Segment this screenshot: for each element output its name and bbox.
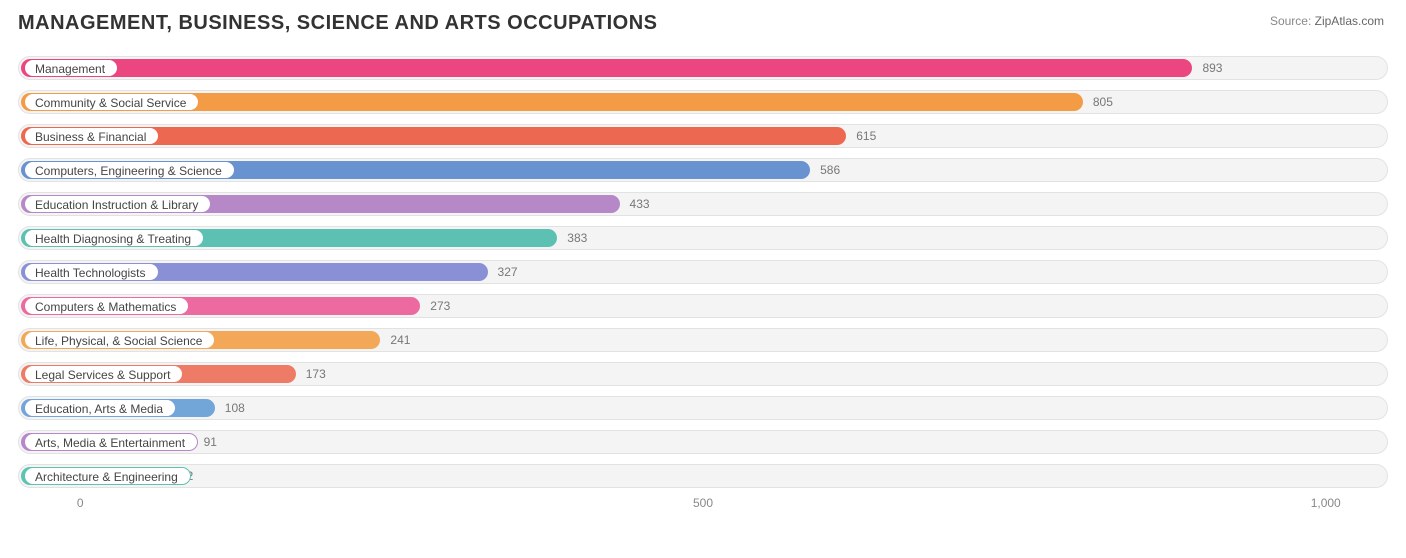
bar-value-label: 383: [567, 231, 587, 245]
bar-category-label: Management: [24, 59, 118, 77]
bar-category-label: Education, Arts & Media: [24, 399, 176, 417]
bar-category-label: Business & Financial: [24, 127, 159, 145]
bar-value-label: 173: [306, 367, 326, 381]
bar-category-label: Arts, Media & Entertainment: [24, 433, 198, 451]
bar-value-label: 805: [1093, 95, 1113, 109]
bar-row: Computers, Engineering & Science 586: [18, 153, 1388, 186]
bar-category-label: Legal Services & Support: [24, 365, 183, 383]
bar-value-label: 433: [630, 197, 650, 211]
bar-row: Health Technologists 327: [18, 255, 1388, 288]
bar-chart: Management 893 Community & Social Service 8…: [18, 51, 1388, 521]
bar-track: [18, 464, 1388, 488]
bar-value-label: 91: [204, 435, 217, 449]
bar-track: [18, 396, 1388, 420]
bar-track: [18, 430, 1388, 454]
x-axis-tick: 1,000: [1311, 496, 1341, 510]
x-axis: 0 500 1,000: [18, 496, 1388, 516]
bar-value-label: 273: [430, 299, 450, 313]
bar-category-label: Health Technologists: [24, 263, 159, 281]
bars-container: Management 893 Community & Social Service 8…: [18, 51, 1388, 492]
x-axis-tick: 500: [693, 496, 713, 510]
chart-title: MANAGEMENT, BUSINESS, SCIENCE AND ARTS O…: [18, 12, 1388, 35]
bar-row: Health Diagnosing & Treating 383: [18, 221, 1388, 254]
bar-category-label: Life, Physical, & Social Science: [24, 331, 215, 349]
bar-row: Architecture & Engineering72: [18, 459, 1388, 492]
bar-category-label: Computers, Engineering & Science: [24, 161, 235, 179]
bar-value-label: 327: [498, 265, 518, 279]
bar-fill: [21, 59, 1192, 77]
x-axis-tick: 0: [77, 496, 84, 510]
bar-value-label: 108: [225, 401, 245, 415]
bar-row: Community & Social Service 805: [18, 85, 1388, 118]
bar-category-label: Architecture & Engineering: [24, 467, 191, 485]
bar-row: Computers & Mathematics 273: [18, 289, 1388, 322]
bar-row: Arts, Media & Entertainment 91: [18, 425, 1388, 458]
bar-category-label: Computers & Mathematics: [24, 297, 189, 315]
bar-value-label: 241: [390, 333, 410, 347]
bar-row: Education, Arts & Media 108: [18, 391, 1388, 424]
bar-row: Life, Physical, & Social Science 241: [18, 323, 1388, 356]
source-attribution: Source: ZipAtlas.com: [1270, 14, 1384, 28]
source-label: Source:: [1270, 14, 1311, 28]
bar-row: Education Instruction & Library 433: [18, 187, 1388, 220]
source-brand: ZipAtlas.com: [1315, 14, 1384, 28]
bar-category-label: Community & Social Service: [24, 93, 199, 111]
bar-category-label: Health Diagnosing & Treating: [24, 229, 204, 247]
bar-row: Management 893: [18, 51, 1388, 84]
bar-value-label: 586: [820, 163, 840, 177]
bar-value-label: 893: [1202, 61, 1222, 75]
bar-category-label: Education Instruction & Library: [24, 195, 211, 213]
bar-value-label: 615: [856, 129, 876, 143]
bar-row: Legal Services & Support 173: [18, 357, 1388, 390]
bar-row: Business & Financial 615: [18, 119, 1388, 152]
